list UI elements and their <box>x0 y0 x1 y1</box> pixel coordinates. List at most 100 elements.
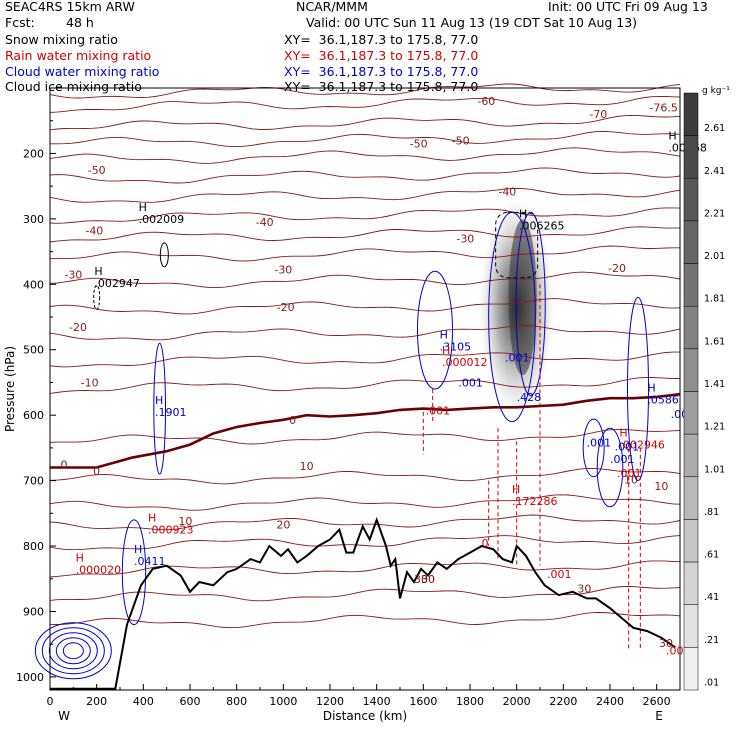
extremum-value: .0586 <box>647 394 679 407</box>
isotherm-line <box>49 560 681 578</box>
extremum-value: .002946 <box>619 439 665 452</box>
cloud-water-contour <box>417 270 453 390</box>
extremum-value: .000012 <box>442 356 488 369</box>
isotherm-label: 30 <box>577 583 591 596</box>
colorbar-label: 1.41 <box>704 379 725 390</box>
isotherm-label: -20 <box>608 262 626 275</box>
cloud-water-contour <box>41 627 105 675</box>
x-tick-label: 2000 <box>503 695 531 708</box>
isotherm-label: 30 <box>659 637 673 650</box>
cloud-water-contour <box>55 637 91 665</box>
colorbar-label: .21 <box>704 635 719 646</box>
isotherm-label: 10 <box>300 460 314 473</box>
cloud-water-contour <box>515 211 546 397</box>
extremum-marker: H <box>519 207 527 220</box>
isotherm-label: -50 <box>88 164 106 177</box>
isotherm-line <box>49 535 681 551</box>
org-title: NCAR/MMM <box>296 0 368 14</box>
extremum-marker: H <box>139 201 147 214</box>
ice-plume-layer <box>478 199 555 416</box>
colorbar-label: 1.01 <box>704 464 725 475</box>
isotherm-label: -30 <box>456 233 474 246</box>
cloud-water-contour <box>48 632 98 670</box>
colorbar-label: .01 <box>704 677 719 688</box>
isotherm-label: -50 <box>452 134 470 147</box>
isotherm-label: 30 <box>414 573 428 586</box>
cloud-water-contour <box>596 427 624 508</box>
colorbar: 2.61 2.41 2.21 2.01 1.81 1.61 1.41 1.21 1.01 .81.… <box>683 86 730 691</box>
isotherm-label: 0 <box>93 465 100 478</box>
fcst-value: 48 h <box>66 15 94 30</box>
plot-frame <box>49 87 681 691</box>
contour-value-label: .001 <box>587 437 612 450</box>
extremum-marker: H <box>155 394 163 407</box>
colorbar-label: 2.01 <box>704 251 725 262</box>
isotherm-line <box>49 226 681 243</box>
extremum-marker: H <box>619 427 627 440</box>
isotherm-line <box>49 428 681 445</box>
colorbar-unit: g kg⁻¹ <box>702 86 730 96</box>
field-ice: Cloud ice mixing ratio <box>5 79 142 94</box>
contour-value-label: .001 <box>617 467 642 480</box>
isotherm-label: -30 <box>274 263 292 276</box>
colorbar-label: .81 <box>704 507 719 518</box>
isotherm-label: 20 <box>276 518 290 531</box>
y-tick-label: 1000 <box>16 671 44 684</box>
contour-value-label: 0 <box>482 537 489 550</box>
isotherm-label: 10 <box>624 473 638 486</box>
colorbar-label: 2.41 <box>704 166 725 177</box>
isotherm-label: -40 <box>256 216 274 229</box>
isotherm-line <box>49 377 680 394</box>
colorbar-swatch <box>683 220 699 264</box>
cloud-water-contour <box>582 418 605 478</box>
fcst-label: Fcst: <box>5 15 35 30</box>
colorbar-swatch <box>683 561 699 605</box>
extremum-value: .0411 <box>134 555 166 568</box>
x-tick-label: 1200 <box>316 695 344 708</box>
colorbar-label: 1.21 <box>704 422 725 433</box>
isotherm-line <box>49 325 681 341</box>
isotherm-label: 0 <box>289 414 296 427</box>
extremum-marker: H <box>668 130 676 143</box>
extremum-value: .172286 <box>512 495 558 508</box>
extremum-value: .002947 <box>94 277 140 290</box>
isotherm-label: 10 <box>654 480 668 493</box>
isotherm-label: -20 <box>69 321 87 334</box>
cloud-water-contour <box>62 642 84 660</box>
extremum-value: .002009 <box>139 213 185 226</box>
isotherm-label: -60 <box>477 95 495 108</box>
field-snow: Snow mixing ratio <box>5 32 118 47</box>
contour-value-label: .001 <box>615 441 640 454</box>
extremum-marker: H <box>512 483 520 496</box>
extremum-marker: H <box>647 382 655 395</box>
ice-contour <box>93 284 101 310</box>
contour-value-label: .001 <box>547 568 572 581</box>
extremum-value: .000923 <box>148 524 194 537</box>
y-tick-label: 300 <box>23 213 44 226</box>
isotherm-line <box>49 245 680 262</box>
isotherm-line <box>49 586 681 602</box>
contour-value-label: .001 <box>426 405 451 418</box>
isotherm-label: 10 <box>178 515 192 528</box>
isotherm-line <box>50 130 681 148</box>
extremum-marker: H <box>76 552 84 565</box>
colorbar-swatch <box>683 263 699 307</box>
colorbar-label: 1.61 <box>704 336 725 347</box>
isotherm-line <box>49 187 681 203</box>
colorbar-swatch <box>683 604 699 648</box>
x-tick-label: 2200 <box>549 695 577 708</box>
y-tick-label: 700 <box>23 475 44 488</box>
cloud-water-contour <box>488 211 536 423</box>
cloud-water-contour <box>627 296 649 482</box>
isotherm-label: -50 <box>410 138 428 151</box>
labels-layer: -70 -76.5 -60 -50 -50 -50 -40 -40 -40 -30 -30 -30 -2… <box>61 95 707 658</box>
snow-contour <box>495 211 539 279</box>
colorbar-label: .61 <box>704 550 719 561</box>
x-tick-label: 800 <box>226 695 247 708</box>
colorbar-swatch <box>683 305 699 350</box>
field-rain: Rain water mixing ratio <box>5 48 152 63</box>
colorbar-swatch <box>683 135 699 179</box>
x-tick-label: 2400 <box>596 695 624 708</box>
valid-time: Valid: 00 UTC Sun 11 Aug 13 (19 CDT Sat … <box>306 15 638 30</box>
